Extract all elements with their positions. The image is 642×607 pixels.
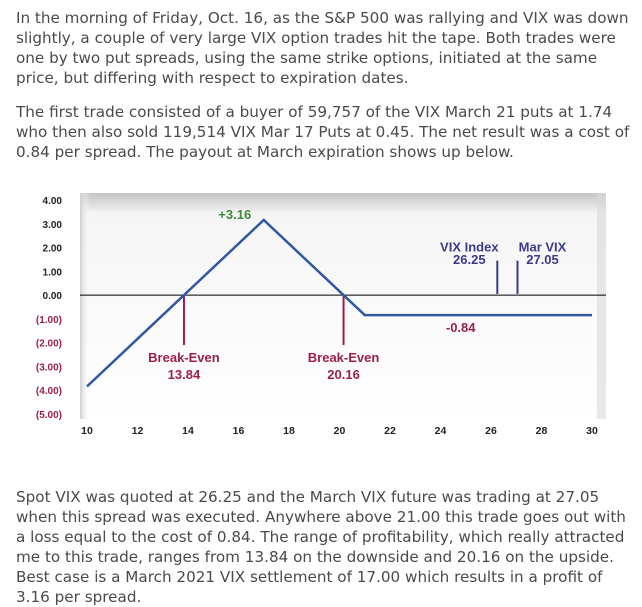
peak-label: +3.16 [218, 207, 251, 222]
payout-line [86, 218, 592, 388]
x-tick-label: 28 [536, 425, 548, 437]
chart-annotations: +3.16 -0.84 Break-Even 13.84 Break-Even 20.16… [148, 207, 566, 382]
x-tick-label: 10 [81, 425, 93, 437]
mar-vix-label: Mar VIX [519, 240, 567, 255]
x-tick-label: 14 [182, 425, 194, 437]
mar-vix-value: 27.05 [526, 252, 559, 267]
intro-paragraph: In the morning of Friday, Oct. 16, as th… [16, 9, 629, 87]
breakeven-label: Break-Even [148, 350, 220, 365]
vix-markers [496, 260, 519, 294]
plot-area-left-shade [80, 193, 90, 419]
y-tick-label: (1.00) [36, 315, 62, 326]
x-tick-label: 16 [233, 425, 245, 437]
y-tick-label: 0.00 [43, 291, 63, 302]
x-tick-label: 22 [384, 425, 396, 437]
floor-label: -0.84 [446, 320, 476, 335]
summary-paragraph: Spot VIX was quoted at 26.25 and the Mar… [16, 488, 626, 606]
y-tick-label: (3.00) [36, 362, 62, 373]
y-tick-label: 2.00 [43, 244, 63, 255]
x-axis-labels: 10 12 14 16 18 20 22 24 26 28 30 [81, 425, 598, 437]
x-tick-label: 12 [132, 425, 144, 437]
x-tick-label: 20 [334, 425, 346, 437]
payout-chart: 4.00 3.00 2.00 1.00 0.00 (1.00) (2.00) (3.00) (4… [36, 193, 606, 437]
y-tick-label: 4.00 [43, 196, 63, 207]
plot-area-right-shade [597, 193, 606, 419]
breakeven-lines [182, 295, 345, 346]
vix-index-value: 26.25 [453, 252, 486, 267]
y-tick-label: 3.00 [43, 220, 63, 231]
breakeven-value: 13.84 [168, 367, 201, 382]
breakeven-value: 20.16 [327, 367, 360, 382]
vix-index-label: VIX Index [440, 240, 499, 255]
y-tick-label: 1.00 [43, 267, 63, 278]
trade-paragraph: The first trade consisted of a buyer of … [16, 103, 630, 161]
x-tick-label: 24 [435, 425, 447, 437]
breakeven-label: Break-Even [308, 350, 380, 365]
y-axis-labels: 4.00 3.00 2.00 1.00 0.00 (1.00) (2.00) (3.00) (4… [36, 196, 63, 421]
x-tick-label: 30 [586, 425, 598, 437]
y-tick-label: (5.00) [36, 410, 62, 421]
y-tick-label: (2.00) [36, 339, 62, 350]
x-tick-label: 18 [283, 425, 295, 437]
y-tick-label: (4.00) [36, 386, 62, 397]
x-tick-label: 26 [485, 425, 497, 437]
